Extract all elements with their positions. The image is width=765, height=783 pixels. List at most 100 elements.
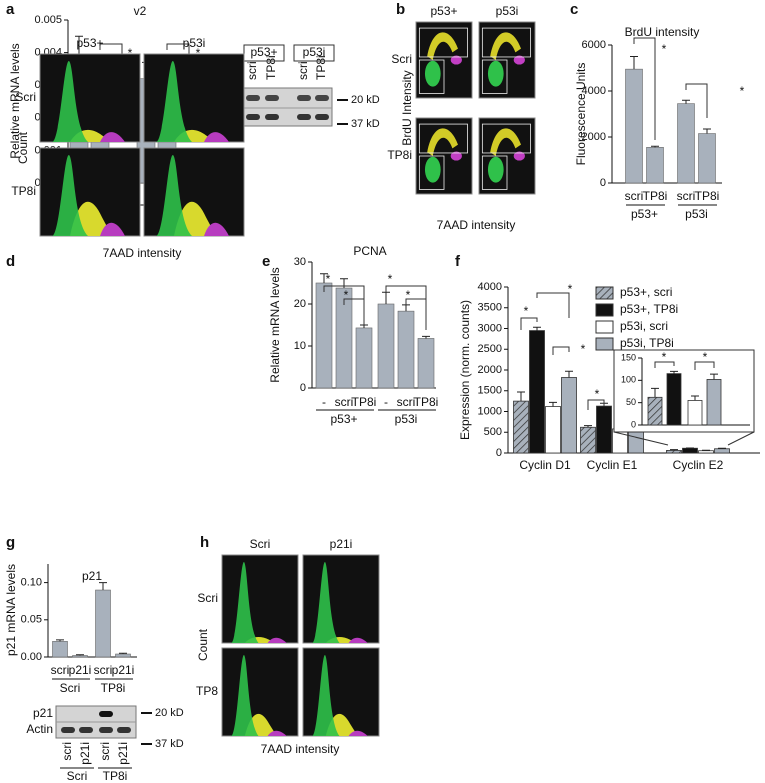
bar bbox=[698, 133, 716, 184]
y-tick-label: 100 bbox=[621, 375, 636, 385]
flow-gate bbox=[481, 27, 531, 58]
x-tick-label: TP8i bbox=[695, 189, 720, 203]
group-label: p53+ bbox=[330, 412, 357, 426]
significance-star: * bbox=[703, 350, 708, 364]
lane-label: p21i bbox=[78, 742, 92, 765]
column-label: p21i bbox=[330, 537, 353, 551]
significance-bracket bbox=[552, 346, 570, 355]
flow-gate bbox=[418, 59, 445, 94]
y-tick-label: 2000 bbox=[478, 364, 502, 376]
flow-population bbox=[487, 156, 504, 183]
bar bbox=[397, 310, 415, 389]
significance-bracket bbox=[587, 399, 605, 410]
flow-gate bbox=[481, 155, 508, 190]
error-bar bbox=[549, 401, 557, 407]
significance-star: * bbox=[581, 342, 586, 356]
blot-band bbox=[315, 114, 329, 120]
histogram-peak bbox=[204, 132, 229, 142]
flow-population bbox=[490, 128, 521, 156]
group-label: p53+ bbox=[250, 45, 277, 59]
significance-star: * bbox=[740, 84, 745, 98]
error-bar bbox=[56, 639, 64, 642]
histogram-plot bbox=[39, 53, 141, 143]
flow-population bbox=[427, 32, 458, 60]
y-tick-label: 2500 bbox=[478, 343, 502, 355]
y-tick-label: 3000 bbox=[478, 322, 502, 334]
row-label: TP8i bbox=[11, 184, 36, 198]
blot-band bbox=[99, 727, 113, 733]
blot-band bbox=[117, 727, 131, 733]
significance-bracket bbox=[520, 317, 538, 330]
marker-label: 37 kD bbox=[351, 118, 380, 130]
bar bbox=[698, 450, 714, 454]
group-box bbox=[243, 44, 285, 62]
x-tick-label: scri bbox=[51, 663, 70, 677]
error-bar bbox=[703, 128, 711, 134]
error-bar bbox=[119, 652, 127, 655]
legend-label: p53+, scri bbox=[620, 285, 672, 299]
error-bar bbox=[670, 449, 678, 451]
panel-letter: a bbox=[6, 1, 15, 18]
bar bbox=[682, 447, 698, 454]
flow-gate bbox=[481, 59, 508, 94]
x-tick-label: scri bbox=[625, 189, 644, 203]
inset-bar bbox=[647, 396, 663, 426]
chart-title: v2 bbox=[134, 4, 147, 18]
group-label: p53i bbox=[685, 207, 708, 221]
x-tick-label: p21i bbox=[69, 663, 92, 677]
blot-band bbox=[265, 114, 279, 120]
significance-star: * bbox=[568, 282, 573, 296]
panel-letter: g bbox=[6, 534, 15, 551]
error-bar bbox=[402, 304, 410, 312]
row-label: p21 bbox=[33, 706, 53, 720]
group-label: p53i bbox=[303, 45, 326, 59]
x-tick-label: Cyclin E2 bbox=[673, 458, 724, 472]
histogram-peak bbox=[348, 730, 368, 736]
significance-star: * bbox=[595, 387, 600, 401]
panel-letter: b bbox=[396, 1, 405, 18]
marker-label: 20 kD bbox=[351, 94, 380, 106]
x-tick-label: scri bbox=[397, 395, 416, 409]
x-tick-label: TP8i bbox=[352, 395, 377, 409]
significance-bracket bbox=[654, 361, 675, 368]
bar bbox=[677, 103, 695, 184]
legend-swatch bbox=[595, 337, 614, 351]
bar bbox=[513, 400, 529, 454]
y-tick-label: 50 bbox=[626, 397, 636, 407]
column-label: p53i bbox=[496, 4, 519, 18]
bar bbox=[580, 426, 596, 454]
lane-label: p21i bbox=[116, 742, 130, 765]
inset-bar bbox=[706, 379, 722, 426]
y-tick-label: 0 bbox=[300, 382, 306, 394]
flow-gate bbox=[481, 123, 531, 154]
significance-bracket bbox=[685, 83, 708, 118]
y-tick-label: 20 bbox=[294, 298, 306, 310]
error-bar bbox=[710, 373, 718, 380]
y-tick-label: 0 bbox=[496, 447, 502, 459]
error-bar bbox=[691, 395, 699, 401]
y-tick-label: 0.05 bbox=[21, 614, 42, 626]
row-label: Actin bbox=[26, 722, 53, 736]
bar bbox=[52, 641, 68, 658]
lane-label: scri bbox=[98, 742, 112, 761]
y-tick-label: 4000 bbox=[478, 281, 502, 293]
x-tick-label: - bbox=[322, 395, 326, 409]
flow-population bbox=[490, 32, 521, 60]
y-axis-label: p21 mRNA levels bbox=[4, 564, 18, 656]
y-axis-label: BrdU Intensity bbox=[400, 70, 414, 145]
error-bar bbox=[320, 273, 328, 283]
column-label: p53+ bbox=[76, 36, 103, 50]
bar bbox=[666, 450, 682, 454]
y-tick-label: 6000 bbox=[582, 39, 606, 51]
inset-bar bbox=[666, 373, 682, 426]
legend-swatch bbox=[595, 320, 614, 334]
blot-band bbox=[246, 95, 260, 101]
bar bbox=[646, 147, 664, 184]
group-label: TP8i bbox=[103, 769, 128, 783]
legend-label: p53i, scri bbox=[620, 319, 668, 333]
error-bar bbox=[340, 278, 348, 289]
x-tick-label: Cyclin E1 bbox=[587, 458, 638, 472]
panel-letter: d bbox=[6, 253, 15, 270]
error-bar bbox=[99, 582, 107, 591]
